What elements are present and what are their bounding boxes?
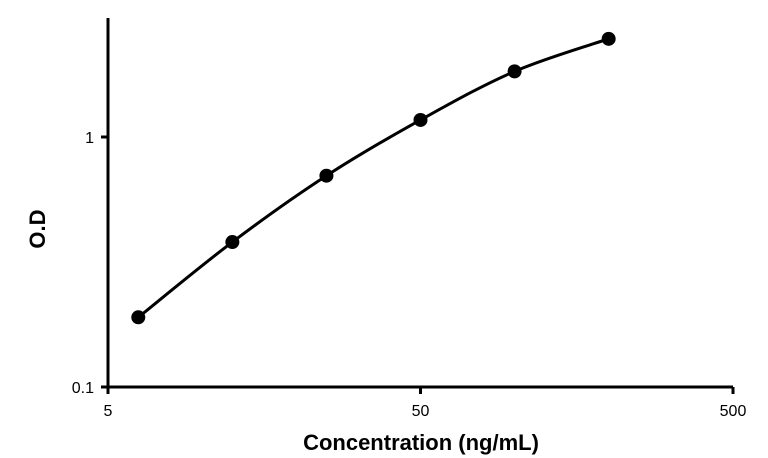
y-axis: 0.11 bbox=[72, 18, 110, 397]
fitted-curve bbox=[137, 37, 610, 319]
data-point bbox=[601, 31, 616, 46]
x-axis-title: Concentration (ng/mL) bbox=[303, 430, 539, 455]
y-axis-title: O.D bbox=[25, 209, 50, 248]
x-tick-label: 50 bbox=[412, 403, 430, 420]
data-point bbox=[413, 112, 428, 127]
data-point bbox=[225, 235, 240, 250]
y-tick-label: 1 bbox=[85, 130, 94, 147]
x-tick-label: 5 bbox=[104, 403, 113, 420]
x-axis: 5 50 500 bbox=[104, 385, 747, 420]
x-tick-label: 500 bbox=[720, 403, 747, 420]
data-point bbox=[507, 64, 522, 79]
data-point bbox=[131, 310, 146, 325]
data-points bbox=[131, 31, 616, 325]
y-tick-label: 0.1 bbox=[72, 380, 94, 397]
data-point bbox=[319, 168, 334, 183]
y-axis-ticks: 0.11 bbox=[72, 130, 108, 397]
x-axis-ticks: 5 50 500 bbox=[104, 387, 747, 420]
